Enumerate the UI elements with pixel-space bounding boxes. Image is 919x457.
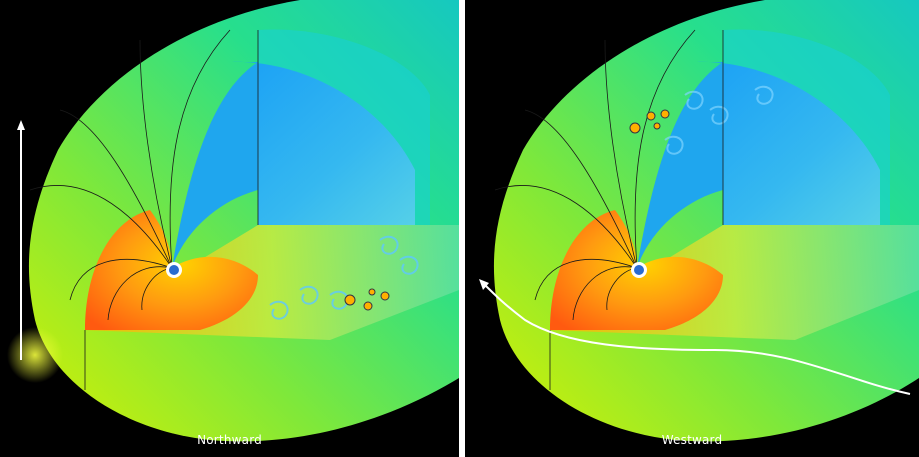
- earth-ocean: [634, 265, 644, 275]
- magnetosphere-northward-illustration: [7, 0, 459, 442]
- polar-funnel: [172, 62, 258, 268]
- arrow-head-icon: [479, 279, 489, 290]
- kelvin-helmholtz-vortices: [269, 235, 419, 320]
- earth-ocean: [169, 265, 179, 275]
- cluster-satellites: [344, 288, 390, 311]
- magnetosphere-westward-illustration: [479, 0, 919, 442]
- imf-direction-arrow: [482, 282, 911, 395]
- cluster-satellites: [629, 109, 670, 134]
- panel-northward: Northward: [0, 0, 459, 457]
- panel-caption: Westward: [661, 433, 723, 447]
- inner-lobe: [697, 61, 880, 226]
- inner-lobe: [232, 61, 415, 226]
- arrow-head-icon: [17, 120, 25, 130]
- panel-westward: Westward: [465, 0, 919, 457]
- kelvin-helmholtz-vortices: [664, 85, 774, 155]
- sun-glow: [7, 327, 63, 383]
- field-lines: [29, 29, 259, 390]
- field-lines: [494, 29, 724, 390]
- panel-caption: Northward: [197, 433, 262, 447]
- polar-funnel: [637, 62, 723, 268]
